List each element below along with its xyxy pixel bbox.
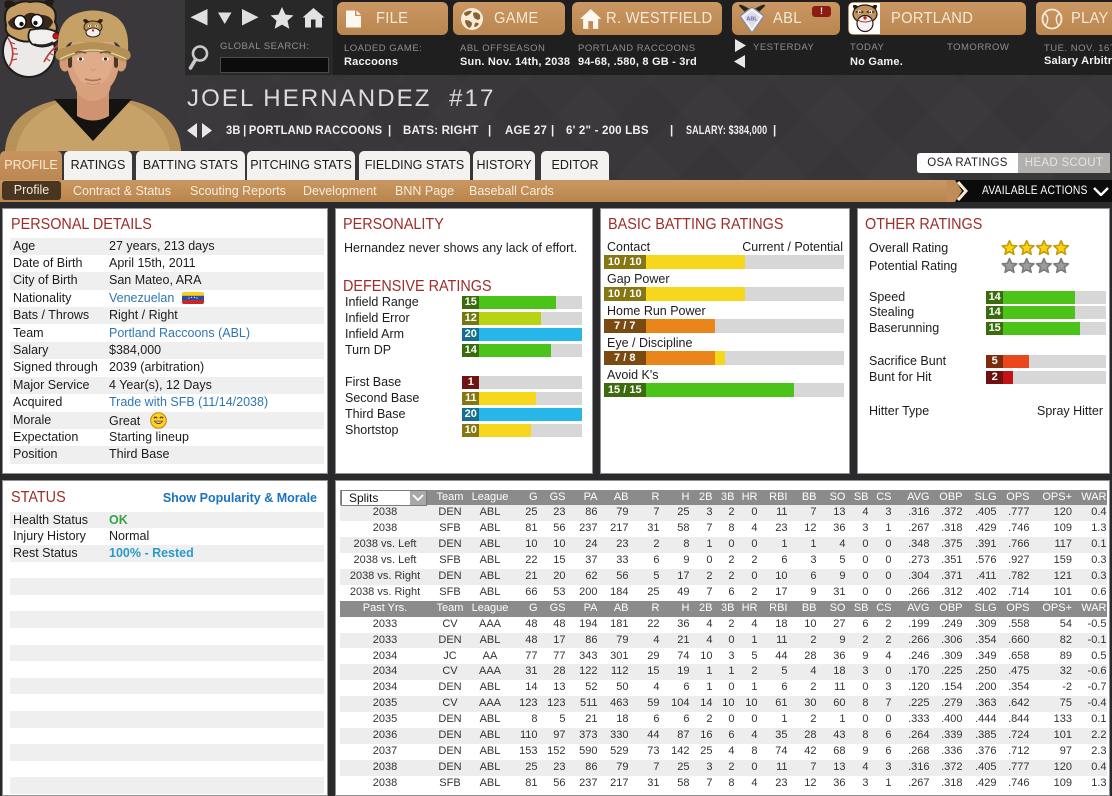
svg-text:ABL: ABL (746, 16, 758, 22)
